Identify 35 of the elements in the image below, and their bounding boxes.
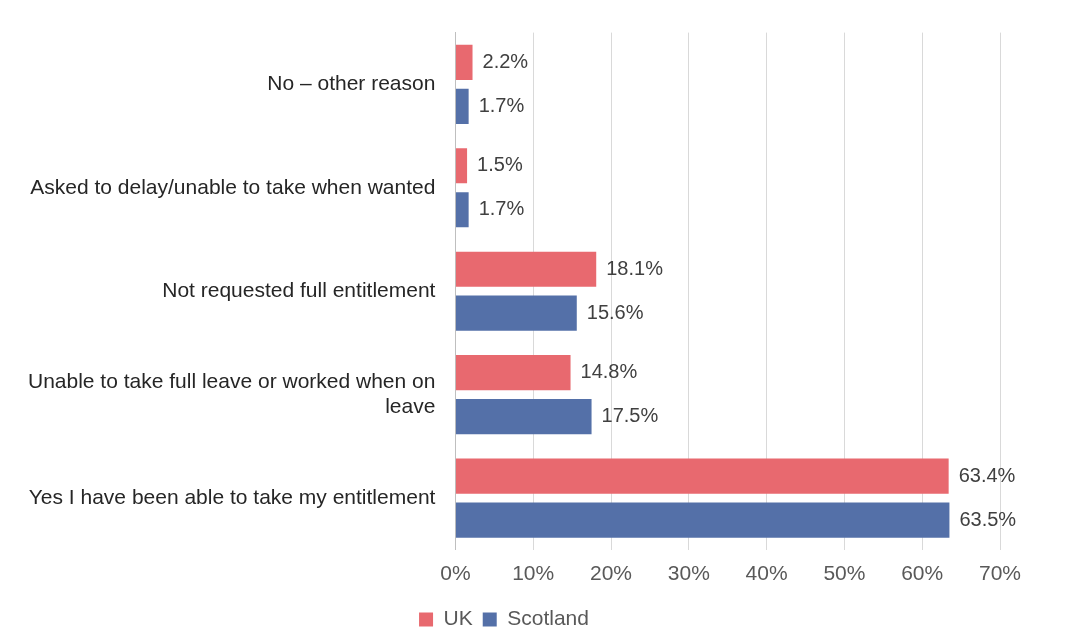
- y-tick-label: Not requested full entitlement: [162, 278, 436, 301]
- bar: [455, 458, 949, 494]
- data-label: 15.6%: [586, 300, 644, 323]
- x-tick-label: 40%: [745, 561, 788, 585]
- data-label: 2.2%: [482, 49, 529, 72]
- data-label: 18.1%: [606, 256, 664, 279]
- data-label: 1.7%: [478, 197, 525, 220]
- data-label: 63.5%: [959, 507, 1017, 530]
- x-tick-label: 30%: [667, 561, 710, 585]
- x-tick-label: 50%: [823, 561, 866, 585]
- bar: [455, 44, 473, 80]
- x-tick-label: 60%: [901, 561, 944, 585]
- y-tick-label: Unable to take full leave or worked when on leave: [27, 368, 436, 418]
- bar: [455, 295, 577, 331]
- legend-label: UK: [443, 606, 473, 630]
- bar: [455, 251, 597, 287]
- bar: [455, 88, 469, 124]
- x-tick-label: 20%: [589, 561, 633, 585]
- y-tick-label: No – other reason: [267, 71, 436, 95]
- data-label: 63.4%: [958, 463, 1016, 486]
- data-label: 17.5%: [601, 404, 659, 427]
- bar: [455, 502, 950, 538]
- y-tick-label: Asked to delay/unable to take when wanted: [30, 174, 436, 198]
- bar: [455, 355, 571, 391]
- bar: [455, 399, 592, 435]
- x-tick-label: 10%: [512, 561, 555, 585]
- legend-label: Scotland: [507, 606, 589, 630]
- bar: [455, 148, 468, 184]
- data-label: 1.5%: [477, 153, 523, 176]
- data-label: 1.7%: [478, 93, 525, 116]
- bar: [455, 192, 469, 228]
- data-label: 14.8%: [580, 360, 638, 383]
- y-tick-label: Yes I have been able to take my entitlement: [28, 484, 436, 508]
- x-tick-label: 70%: [978, 561, 1022, 585]
- x-tick-label: 0%: [440, 561, 471, 585]
